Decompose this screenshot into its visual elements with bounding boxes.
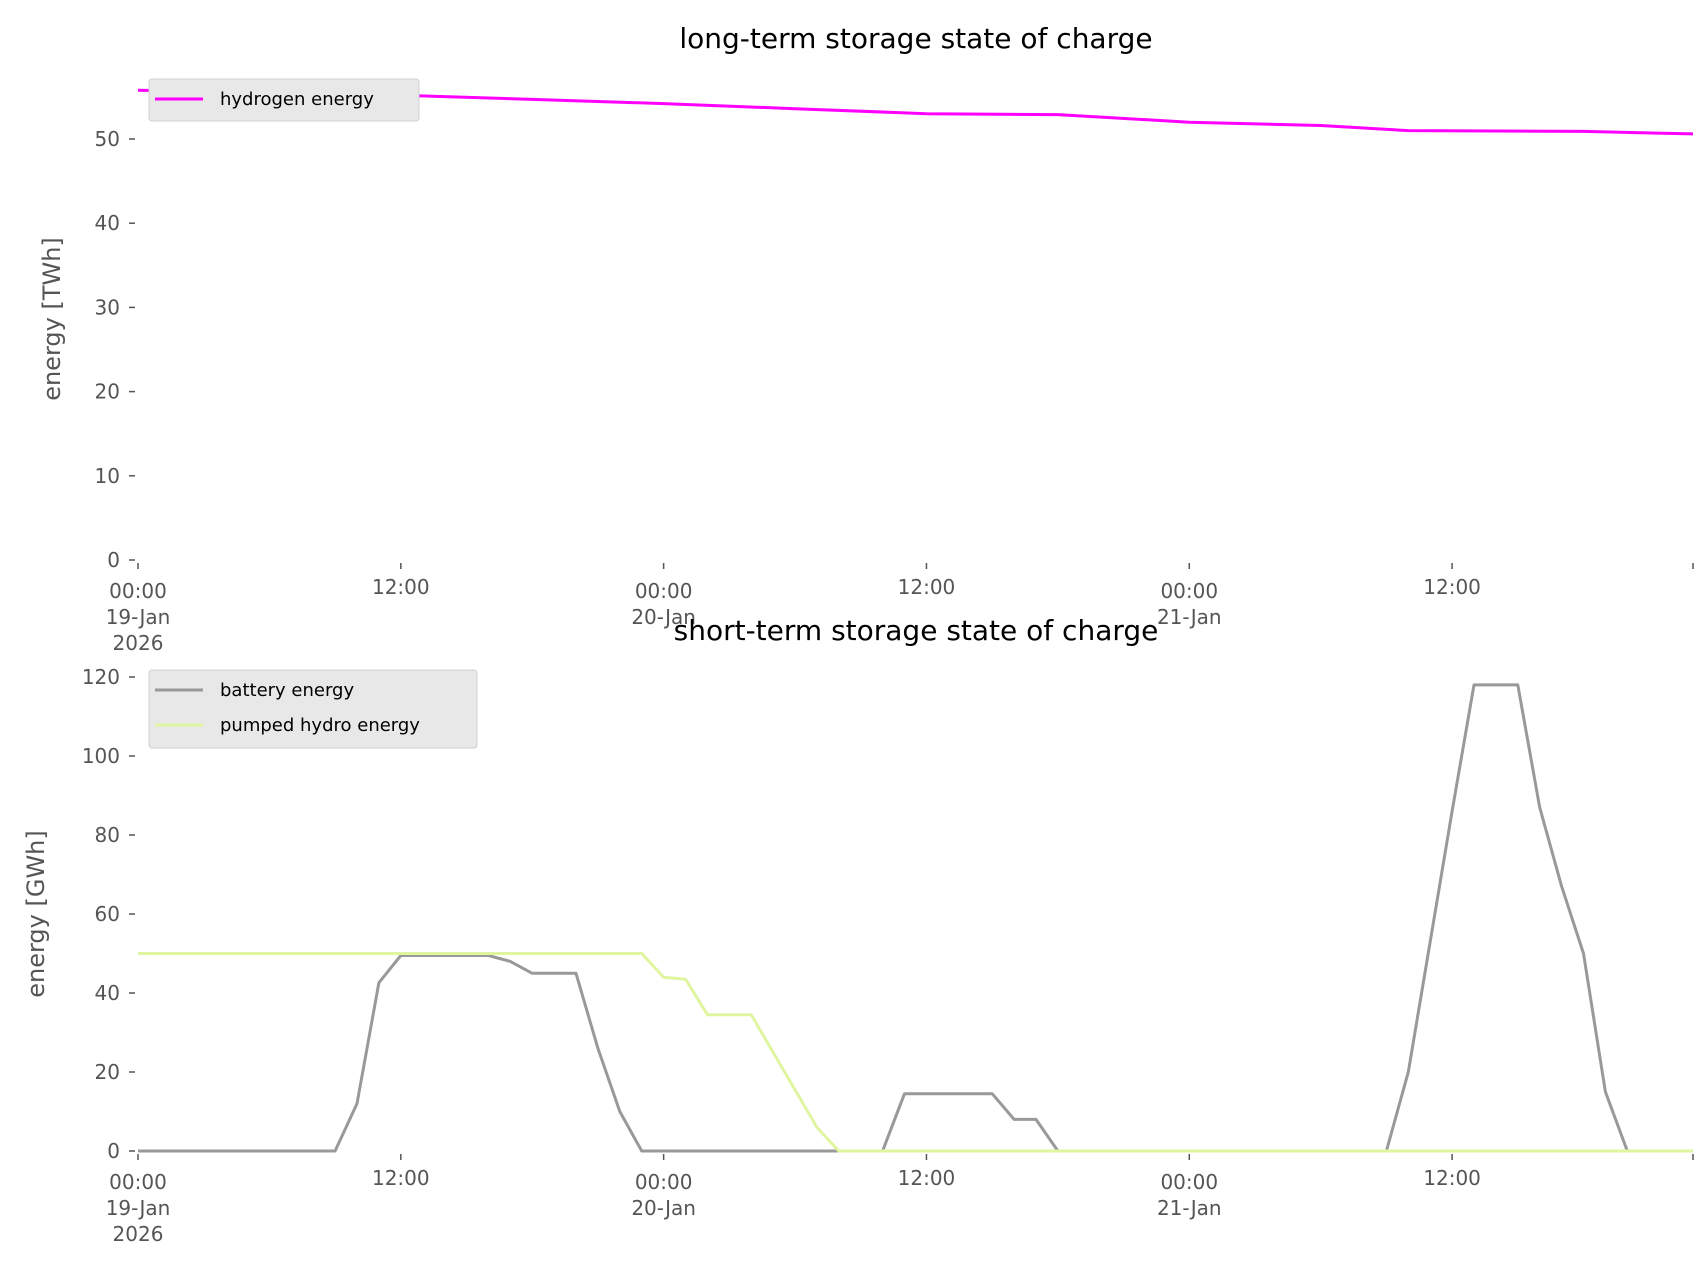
y-tick-label: 60 bbox=[95, 902, 120, 926]
series-line-battery-energy bbox=[138, 683, 1693, 1153]
legend-label: pumped hydro energy bbox=[220, 715, 420, 736]
y-tick-label: 80 bbox=[95, 823, 120, 847]
legend-box bbox=[148, 669, 478, 749]
legend-box bbox=[148, 78, 420, 122]
legend: hydrogen energy bbox=[148, 78, 420, 122]
x-tick-label: 21-Jan bbox=[1157, 605, 1222, 629]
chart-title: short-term storage state of charge bbox=[674, 614, 1159, 647]
x-tick-label: 20-Jan bbox=[631, 1196, 696, 1220]
chart-title: long-term storage state of charge bbox=[679, 22, 1152, 55]
x-tick-label: 2026 bbox=[113, 631, 164, 655]
y-tick-label: 20 bbox=[95, 380, 120, 404]
x-tick-label: 12:00 bbox=[1423, 575, 1481, 599]
x-tick-label: 12:00 bbox=[898, 1166, 956, 1190]
x-tick-label: 00:00 bbox=[635, 579, 693, 603]
x-tick-label: 12:00 bbox=[372, 575, 430, 599]
x-tick-label: 2026 bbox=[113, 1222, 164, 1246]
x-tick-label: 00:00 bbox=[109, 1170, 167, 1194]
y-axis-label: energy [GWh] bbox=[22, 830, 50, 998]
y-tick-label: 0 bbox=[107, 548, 120, 572]
x-tick-label: 20-Jan bbox=[631, 605, 696, 629]
x-tick-label: 12:00 bbox=[898, 575, 956, 599]
x-tick-label: 19-Jan bbox=[106, 1196, 171, 1220]
y-tick-label: 30 bbox=[95, 295, 120, 319]
x-tick-label: 21-Jan bbox=[1157, 1196, 1222, 1220]
series-line-pumped-hydro-energy bbox=[138, 952, 1693, 1153]
y-axis-label: energy [TWh] bbox=[38, 237, 66, 401]
y-tick-label: 0 bbox=[107, 1139, 120, 1163]
chart-long-term: long-term storage state of charge energy … bbox=[38, 22, 1694, 655]
y-tick-label: 50 bbox=[95, 127, 120, 151]
x-tick-label: 19-Jan bbox=[106, 605, 171, 629]
y-tick-label: 120 bbox=[82, 665, 120, 689]
chart-short-term: short-term storage state of charge energy… bbox=[22, 614, 1694, 1246]
y-tick-label: 10 bbox=[95, 464, 120, 488]
legend-label: hydrogen energy bbox=[220, 89, 374, 110]
y-tick-label: 100 bbox=[82, 744, 120, 768]
x-tick-label: 00:00 bbox=[109, 579, 167, 603]
y-tick-label: 20 bbox=[95, 1060, 120, 1084]
y-tick-label: 40 bbox=[95, 211, 120, 235]
y-tick-label: 40 bbox=[95, 981, 120, 1005]
legend: battery energy pumped hydro energy bbox=[148, 669, 478, 749]
x-tick-label: 12:00 bbox=[1423, 1166, 1481, 1190]
x-tick-label: 12:00 bbox=[372, 1166, 430, 1190]
x-tick-label: 00:00 bbox=[1160, 1170, 1218, 1194]
legend-label: battery energy bbox=[220, 680, 354, 701]
x-tick-label: 00:00 bbox=[1160, 579, 1218, 603]
x-tick-label: 00:00 bbox=[635, 1170, 693, 1194]
